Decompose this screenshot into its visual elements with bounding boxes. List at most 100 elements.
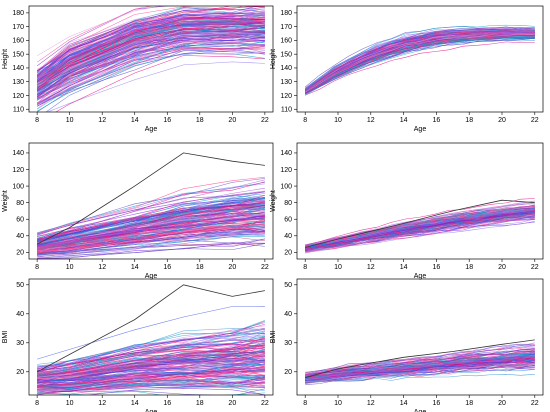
highlight-line	[305, 339, 535, 378]
y-tick-label: 120	[280, 93, 292, 100]
y-tick-label: 150	[280, 51, 292, 58]
series-line	[36, 17, 265, 82]
series-line	[37, 194, 265, 241]
series-line	[37, 213, 265, 249]
x-tick-label: 22	[261, 264, 269, 271]
x-tick-label: 14	[400, 264, 408, 271]
series-line	[37, 306, 265, 360]
series-line	[36, 10, 265, 71]
y-tick-label: 40	[16, 311, 24, 318]
series-line	[305, 355, 535, 380]
x-tick-label: 12	[367, 117, 375, 124]
series-line	[36, 32, 265, 98]
panel-weight-observed: 8 10 12 14 16 18 20 22 20 40 60 80 100 120 140 Age Weigh…	[2, 142, 274, 280]
series-line	[305, 374, 535, 384]
x-tick-label: 12	[367, 400, 375, 407]
plot-frame	[28, 142, 274, 260]
x-tick-label: 20	[498, 400, 506, 407]
x-tick-label: 10	[334, 400, 342, 407]
series-line	[305, 212, 535, 249]
x-tick-label: 10	[66, 117, 74, 124]
series-line	[37, 367, 265, 379]
series-line	[37, 338, 265, 373]
x-tick-label: 14	[131, 400, 139, 407]
series-line	[37, 205, 265, 243]
x-tick-label: 8	[303, 400, 307, 407]
x-tick-label: 10	[334, 264, 342, 271]
series-line	[37, 233, 265, 256]
series-line	[37, 242, 265, 259]
x-tick-label: 10	[66, 400, 74, 407]
series-line	[37, 230, 265, 255]
series-line	[37, 332, 265, 368]
series-line	[37, 214, 265, 249]
series-line	[36, 35, 265, 92]
y-tick-label: 20	[16, 369, 24, 376]
series-line	[36, 31, 265, 87]
y-axis-label: Weight	[270, 190, 277, 212]
series-line	[305, 198, 535, 246]
series-line	[37, 224, 265, 250]
x-axis-label: Age	[145, 126, 158, 133]
y-tick-label: 110	[13, 107, 24, 114]
x-tick-label: 18	[465, 400, 473, 407]
y-tick-label: 120	[280, 167, 292, 174]
plot-frame	[28, 5, 274, 113]
series-line	[37, 337, 265, 374]
series-line	[46, 61, 265, 112]
series-line	[37, 206, 265, 244]
x-tick-label: 20	[228, 400, 236, 407]
series-line	[37, 330, 265, 372]
x-tick-label: 16	[433, 400, 441, 407]
y-tick-label: 50	[284, 282, 292, 289]
x-tick-label: 8	[35, 400, 39, 407]
panel-weight-fitted: 8 10 12 14 16 18 20 22 20 40 60 80 100 120 140 Age Weigh…	[270, 142, 544, 280]
series-line	[37, 365, 265, 388]
x-axis-label: Age	[414, 273, 427, 280]
x-tick-label: 14	[400, 117, 408, 124]
series-line	[36, 19, 265, 82]
series-line	[36, 52, 265, 107]
series-line	[36, 33, 265, 96]
x-tick-label: 12	[367, 264, 375, 271]
y-tick-label: 60	[284, 217, 292, 224]
series-line	[37, 378, 265, 387]
x-tick-label: 22	[531, 117, 539, 124]
y-tick-label: 170	[280, 24, 292, 31]
x-tick-label: 20	[498, 264, 506, 271]
series-line	[36, 14, 265, 83]
series-group	[305, 24, 535, 96]
panel-bmi-observed: 8 10 12 14 16 18 20 22 20 30 40 50 Age BMI	[2, 278, 274, 412]
series-line	[37, 380, 265, 391]
x-tick-label: 20	[498, 117, 506, 124]
series-line	[36, 43, 265, 105]
highlight-line	[305, 199, 535, 248]
x-axis-label: Age	[414, 126, 427, 133]
series-line	[36, 50, 265, 112]
series-line	[36, 31, 265, 90]
series-line	[36, 48, 265, 99]
y-tick-label: 30	[16, 340, 24, 347]
series-line	[37, 376, 265, 388]
x-tick-label: 16	[433, 117, 441, 124]
x-tick-label: 12	[98, 264, 106, 271]
x-tick-label: 10	[334, 117, 342, 124]
series-group	[305, 339, 535, 385]
series-line	[305, 37, 535, 96]
plot-frame	[296, 5, 544, 113]
x-tick-label: 22	[531, 264, 539, 271]
series-line	[305, 210, 535, 250]
x-axis-label: Age	[145, 409, 158, 412]
series-line	[36, 21, 265, 91]
y-tick-label: 100	[12, 183, 24, 190]
series-line	[37, 218, 265, 248]
series-line	[37, 176, 265, 235]
series-line	[36, 17, 265, 74]
y-axis-label: Weight	[2, 190, 9, 212]
series-line	[37, 358, 265, 387]
y-tick-label: 160	[12, 38, 24, 45]
series-line	[305, 369, 535, 383]
y-tick-label: 20	[284, 369, 292, 376]
series-line	[37, 218, 265, 253]
series-line	[37, 328, 265, 365]
